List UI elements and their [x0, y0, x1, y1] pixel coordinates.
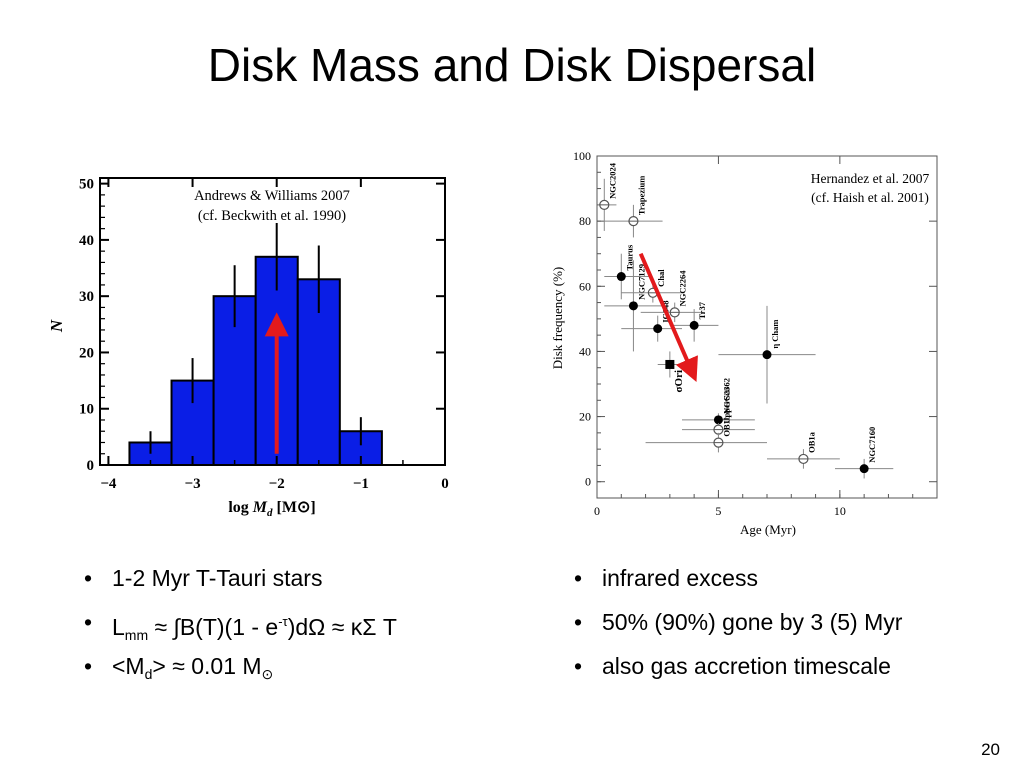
scatter-y-label: Disk frequency (%) — [550, 267, 565, 370]
histogram-frame — [99, 177, 446, 466]
scatter-point-label: NGC7160 — [867, 427, 877, 463]
histogram-x-tick-label: −3 — [185, 476, 201, 492]
scatter-point-label: Chal — [656, 269, 666, 287]
scatter-point-group: Trapezium — [604, 176, 663, 238]
scatter-y-tick-label: 0 — [585, 475, 591, 489]
bullet-right-2: 50% (90%) gone by 3 (5) Myr — [562, 606, 902, 650]
scatter-y-tick-label: 80 — [579, 214, 591, 228]
scatter-point-label: UpperSco — [721, 388, 731, 424]
scatter-point-label: Taurus — [624, 244, 634, 270]
scatter-annotation-line2: (cf. Haish et al. 2001) — [811, 190, 929, 205]
disk-frequency-scatter: 0 5 10 0 20 40 60 80 100 NGC2024 Trapezium Taurus N… — [540, 148, 945, 540]
bullet-list-left: 1-2 Myr T-Tauri stars Lmm ≈ ∫B(T)(1 - e-… — [72, 562, 397, 694]
scatter-point-label: OB1b — [721, 415, 731, 437]
histogram-x-tick-label: −4 — [100, 476, 117, 492]
histogram-annotation-line2: (cf. Beckwith et al. 1990) — [198, 208, 346, 224]
scatter-point-group: Taurus — [604, 244, 651, 300]
scatter-point-label: NGC2362 — [721, 378, 731, 414]
scatter-red-arrow — [638, 252, 698, 382]
histogram-y-tick-label: 0 — [87, 458, 95, 474]
histogram-annotation-line1: Andrews & Williams 2007 — [194, 188, 350, 204]
scatter-point-filled — [859, 464, 869, 474]
histogram-x-tick-label: −2 — [269, 476, 285, 492]
scatter-point-group: OB1a — [767, 431, 840, 469]
scatter-point-label: σOri — [673, 370, 685, 392]
scatter-y-tick-label: 20 — [579, 410, 591, 424]
scatter-point-label: Tr37 — [697, 301, 707, 319]
scatter-point-label: Trapezium — [636, 176, 646, 216]
histogram-error-bars — [149, 223, 362, 454]
histogram-x-label: log Md [M⊙] — [228, 499, 315, 519]
histogram-y-tick-label: 30 — [79, 289, 94, 305]
scatter-point-group: Tr37 — [669, 301, 719, 342]
scatter-x-tick-label: 5 — [715, 504, 721, 518]
bullet-left-2: Lmm ≈ ∫B(T)(1 - e-τ)dΩ ≈ κΣ T — [72, 606, 397, 650]
scatter-y-tick-label: 60 — [579, 279, 591, 293]
scatter-annotation-line1: Hernandez et al. 2007 — [811, 171, 930, 186]
scatter-frame — [596, 155, 938, 499]
histogram-y-tick-label: 20 — [79, 345, 94, 361]
scatter-point-group: NGC2024 — [597, 162, 617, 231]
scatter-y-tick-label: 40 — [579, 344, 591, 358]
scatter-x-tick-label: 0 — [594, 504, 600, 518]
histogram-y-tick-label: 50 — [79, 177, 94, 193]
scatter-point-filled — [762, 350, 772, 360]
scatter-point-group: η Cham — [718, 305, 816, 404]
histogram-y-tick-label: 40 — [79, 233, 94, 249]
scatter-point-filled — [653, 324, 663, 334]
scatter-point-filled — [689, 320, 699, 330]
scatter-point-group: NGC7129 — [604, 260, 665, 352]
scatter-point-group: UpperSco — [682, 388, 755, 437]
scatter-point-label: η Cham — [770, 320, 780, 349]
scatter-x-label: Age (Myr) — [740, 522, 796, 537]
histogram-y-label: N — [47, 319, 66, 333]
scatter-x-tick-label: 10 — [834, 504, 846, 518]
scatter-point-label: OB1a — [806, 431, 816, 453]
bullet-list-right: infrared excess 50% (90%) gone by 3 (5) … — [562, 562, 902, 694]
scatter-y-tick-label: 100 — [573, 149, 591, 163]
scatter-point-label: NGC2264 — [678, 270, 688, 307]
scatter-point-group: NGC7160 — [835, 427, 894, 479]
bullet-right-3: also gas accretion timescale — [562, 650, 902, 694]
histogram-x-tick-label: 0 — [441, 476, 449, 492]
histogram-svg: −4 −3 −2 −1 0 0 10 20 30 40 50 Andrews & Williams … — [40, 160, 460, 525]
slide-title: Disk Mass and Disk Dispersal — [207, 39, 817, 91]
scatter-point-label: NGC7129 — [636, 264, 646, 300]
scatter-point-group: OB1b — [645, 415, 767, 453]
scatter-point-filled — [628, 301, 638, 311]
page-number: 20 — [981, 740, 1000, 759]
bullet-right-1: infrared excess — [562, 562, 902, 606]
disk-mass-histogram: −4 −3 −2 −1 0 0 10 20 30 40 50 Andrews & Williams … — [40, 160, 460, 525]
bullet-left-3: <Md> ≈ 0.01 M⊙ — [72, 650, 397, 694]
scatter-point-group: NGC2362 — [682, 378, 755, 427]
scatter-point-square — [665, 359, 675, 369]
bullet-left-1: 1-2 Myr T-Tauri stars — [72, 562, 397, 606]
histogram-x-tick-label: −1 — [353, 476, 369, 492]
histogram-y-tick-label: 10 — [79, 402, 94, 418]
scatter-point-filled — [616, 272, 626, 282]
scatter-point-filled — [713, 415, 723, 425]
scatter-point-label: NGC2024 — [607, 162, 617, 199]
scatter-point-group: NGC2264 — [640, 270, 704, 323]
